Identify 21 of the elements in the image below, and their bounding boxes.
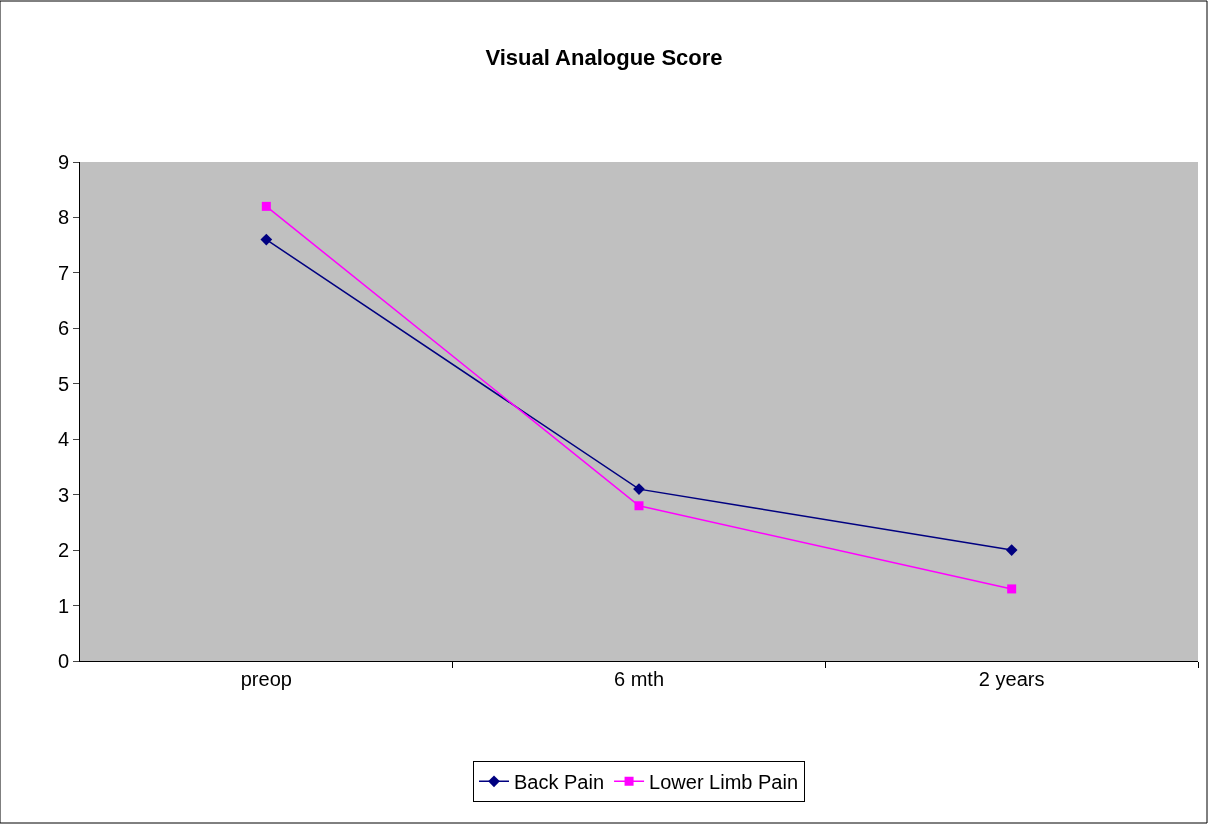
y-tick-label: 0: [57, 650, 69, 672]
y-tick-label: 9: [57, 151, 69, 173]
legend-label: Back Pain: [514, 771, 605, 794]
point: [634, 501, 644, 511]
y-tick-label: 1: [57, 594, 69, 617]
point: [1007, 584, 1017, 594]
y-tick-label: 3: [57, 483, 69, 506]
y-tick-label: 7: [57, 261, 69, 284]
y-tick-label: 6: [57, 317, 69, 340]
y-tick-label: 4: [57, 428, 69, 451]
point: [261, 201, 271, 211]
point: [1005, 544, 1018, 556]
y-tick-label: 8: [57, 206, 69, 229]
x-tick-label: 2 years: [978, 668, 1045, 690]
point: [260, 233, 273, 246]
chart-title: Visual Analogue Score: [485, 45, 723, 71]
x-tick-label: 6 mth: [613, 668, 665, 690]
x-tick-label: preop: [240, 668, 292, 690]
y-tick-label: 5: [57, 372, 69, 395]
legend-label: Lower Limb Pain: [649, 771, 799, 794]
y-tick-label: 2: [57, 539, 69, 562]
